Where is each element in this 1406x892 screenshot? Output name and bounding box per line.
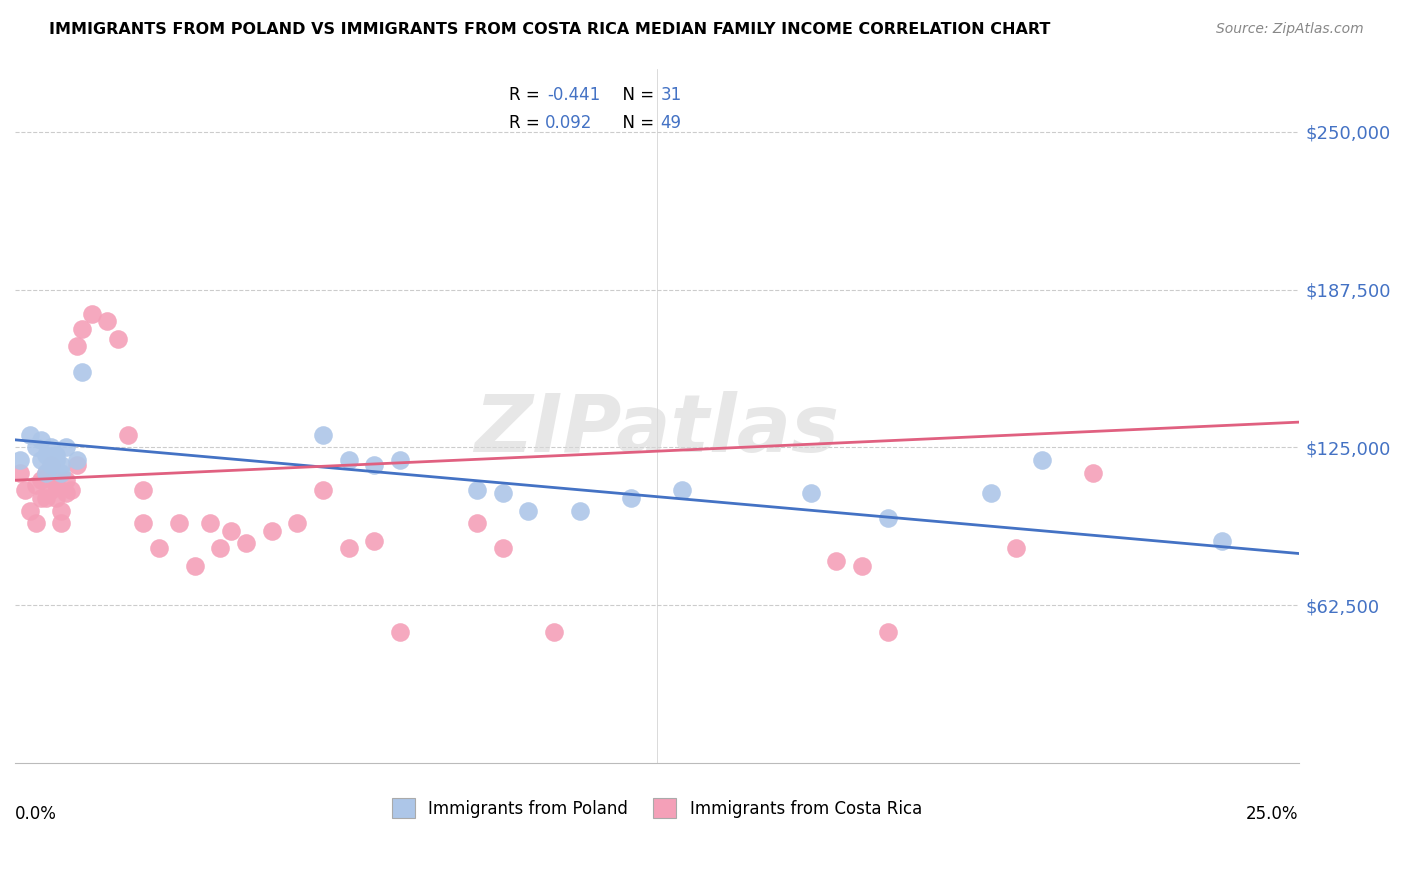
Point: [65, 458, 87, 472]
Point: [851, 559, 873, 574]
Point: [55, 486, 77, 500]
Point: [45, 453, 67, 467]
Point: [198, 516, 221, 531]
Point: [492, 541, 515, 556]
Point: [543, 624, 565, 639]
Text: 0.0%: 0.0%: [15, 805, 56, 822]
Point: [30, 433, 52, 447]
Point: [465, 516, 488, 531]
Point: [24, 441, 46, 455]
Point: [30, 453, 52, 467]
Point: [876, 624, 898, 639]
Point: [30, 491, 52, 505]
Text: Source: ZipAtlas.com: Source: ZipAtlas.com: [1216, 22, 1364, 37]
Point: [312, 483, 335, 498]
Point: [45, 491, 67, 505]
Point: [209, 541, 232, 556]
Point: [568, 503, 591, 517]
Point: [876, 511, 898, 525]
Point: [51, 503, 73, 517]
Text: R =: R =: [509, 113, 546, 132]
Point: [35, 448, 58, 462]
Point: [39, 458, 62, 472]
Point: [20, 503, 42, 517]
Text: 25.0%: 25.0%: [1246, 805, 1299, 822]
Point: [45, 473, 67, 487]
Point: [363, 533, 385, 548]
Point: [363, 458, 385, 472]
Text: -0.441: -0.441: [548, 86, 600, 103]
Point: [65, 339, 87, 353]
Point: [70, 365, 93, 379]
Point: [117, 427, 139, 442]
Point: [235, 536, 257, 550]
Point: [465, 483, 488, 498]
Point: [39, 458, 62, 472]
Point: [389, 624, 412, 639]
Point: [65, 453, 87, 467]
Point: [800, 486, 823, 500]
Point: [1005, 541, 1028, 556]
Point: [1031, 453, 1053, 467]
Point: [979, 486, 1001, 500]
Point: [51, 516, 73, 531]
Point: [219, 524, 242, 538]
Point: [51, 458, 73, 472]
Point: [55, 473, 77, 487]
Point: [51, 466, 73, 480]
Point: [107, 332, 129, 346]
Point: [671, 483, 693, 498]
Point: [337, 541, 360, 556]
Point: [183, 559, 205, 574]
Point: [35, 491, 58, 505]
Point: [55, 441, 77, 455]
Point: [35, 466, 58, 480]
Point: [39, 441, 62, 455]
Point: [24, 478, 46, 492]
Point: [1211, 533, 1233, 548]
Point: [389, 453, 412, 467]
Point: [60, 483, 83, 498]
Text: R =: R =: [509, 86, 546, 103]
Point: [80, 306, 103, 320]
Text: N =: N =: [612, 113, 659, 132]
Text: ZIPatlas: ZIPatlas: [474, 391, 839, 468]
Text: IMMIGRANTS FROM POLAND VS IMMIGRANTS FROM COSTA RICA MEDIAN FAMILY INCOME CORREL: IMMIGRANTS FROM POLAND VS IMMIGRANTS FRO…: [49, 22, 1050, 37]
Point: [20, 427, 42, 442]
Point: [35, 466, 58, 480]
Point: [492, 486, 515, 500]
Text: 0.092: 0.092: [546, 113, 592, 132]
Point: [260, 524, 283, 538]
Text: N =: N =: [612, 86, 659, 103]
Point: [132, 516, 155, 531]
Point: [96, 314, 118, 328]
Point: [39, 483, 62, 498]
Point: [169, 516, 191, 531]
Point: [8, 466, 31, 480]
Point: [8, 453, 31, 467]
Point: [45, 478, 67, 492]
Point: [14, 483, 37, 498]
Point: [132, 483, 155, 498]
Point: [517, 503, 540, 517]
Point: [337, 453, 360, 467]
Point: [620, 491, 643, 505]
Point: [312, 427, 335, 442]
Point: [45, 448, 67, 462]
Point: [24, 516, 46, 531]
Point: [148, 541, 170, 556]
Point: [30, 473, 52, 487]
Text: 31: 31: [661, 86, 682, 103]
Point: [70, 321, 93, 335]
Point: [825, 554, 848, 568]
Text: 49: 49: [661, 113, 682, 132]
Point: [1083, 466, 1105, 480]
Legend: Immigrants from Poland, Immigrants from Costa Rica: Immigrants from Poland, Immigrants from …: [385, 792, 929, 824]
Point: [287, 516, 309, 531]
